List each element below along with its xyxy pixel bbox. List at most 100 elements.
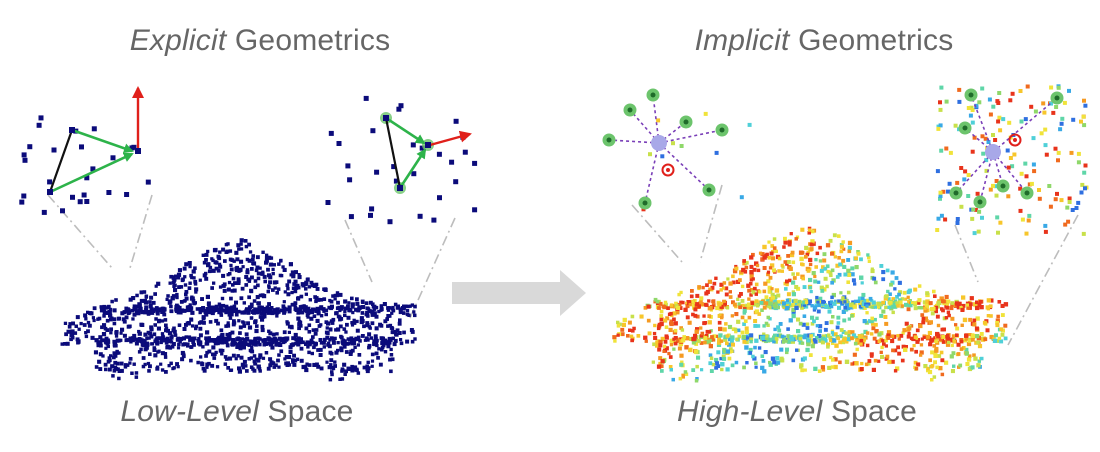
- point: [832, 301, 837, 306]
- edge-vector-green: [398, 148, 427, 189]
- point: [796, 272, 800, 276]
- point: [299, 346, 304, 351]
- point: [1049, 101, 1053, 106]
- point: [738, 278, 742, 282]
- point: [348, 352, 353, 356]
- point: [114, 298, 118, 302]
- implicit-inset-right: [935, 84, 1089, 236]
- point: [329, 358, 334, 363]
- point: [973, 356, 978, 361]
- point: [1020, 217, 1025, 222]
- point: [186, 321, 191, 326]
- point: [780, 334, 785, 339]
- point: [191, 298, 196, 303]
- point: [793, 298, 798, 303]
- point: [279, 259, 283, 263]
- point: [936, 334, 941, 339]
- point: [197, 339, 201, 344]
- low-level-space-label: Low-Level Space: [120, 395, 354, 428]
- point: [111, 355, 116, 360]
- point: [861, 292, 866, 297]
- point: [346, 315, 351, 320]
- point: [1076, 160, 1081, 165]
- point: [917, 284, 922, 288]
- point: [837, 299, 841, 303]
- point: [966, 341, 972, 347]
- point: [223, 259, 227, 263]
- point: [204, 312, 209, 317]
- point: [888, 300, 893, 305]
- point: [620, 327, 625, 332]
- point: [160, 332, 165, 336]
- point: [763, 281, 768, 286]
- point: [959, 347, 964, 351]
- point: [216, 268, 221, 273]
- point: [731, 274, 735, 279]
- point: [812, 305, 818, 310]
- point: [752, 267, 757, 272]
- point: [383, 319, 388, 324]
- point: [214, 350, 218, 355]
- point: [189, 318, 194, 322]
- point: [304, 326, 309, 331]
- point: [815, 324, 819, 328]
- point: [348, 214, 354, 220]
- point: [699, 341, 704, 345]
- point: [240, 310, 245, 315]
- point: [160, 306, 164, 310]
- point: [934, 346, 939, 351]
- point: [204, 354, 208, 358]
- point: [1026, 218, 1031, 223]
- point: [953, 303, 958, 308]
- point: [288, 345, 293, 350]
- point: [271, 288, 275, 292]
- point: [881, 277, 886, 282]
- point: [920, 313, 925, 317]
- point: [944, 146, 949, 151]
- point: [689, 294, 694, 299]
- point: [915, 328, 920, 333]
- point: [195, 307, 200, 311]
- point: [841, 309, 846, 314]
- point: [841, 240, 845, 244]
- point: [210, 310, 215, 315]
- point: [380, 340, 385, 344]
- point: [925, 291, 930, 296]
- point: [329, 299, 334, 304]
- point: [162, 312, 167, 317]
- point: [177, 342, 181, 347]
- point: [291, 336, 296, 341]
- point: [360, 334, 365, 338]
- point: [191, 296, 195, 300]
- point: [791, 292, 796, 297]
- point: [1082, 98, 1086, 103]
- point: [253, 279, 258, 283]
- point: [774, 336, 779, 341]
- point: [249, 267, 254, 271]
- point: [679, 290, 683, 295]
- point: [65, 341, 70, 346]
- point: [745, 336, 750, 340]
- point: [734, 266, 739, 271]
- point: [742, 339, 747, 344]
- point: [813, 339, 818, 344]
- point: [350, 341, 355, 346]
- point: [146, 361, 151, 366]
- point: [174, 304, 179, 309]
- point: [734, 305, 738, 309]
- point: [894, 276, 899, 280]
- point: [275, 332, 279, 336]
- point: [346, 337, 350, 341]
- point: [334, 328, 338, 332]
- point: [293, 305, 298, 310]
- point: [161, 336, 165, 340]
- point: [356, 308, 361, 313]
- point: [176, 310, 181, 315]
- point: [712, 281, 717, 286]
- point: [262, 314, 267, 319]
- point: [973, 207, 978, 212]
- point: [730, 314, 734, 318]
- point: [966, 305, 971, 310]
- point: [881, 309, 886, 314]
- point: [94, 365, 99, 369]
